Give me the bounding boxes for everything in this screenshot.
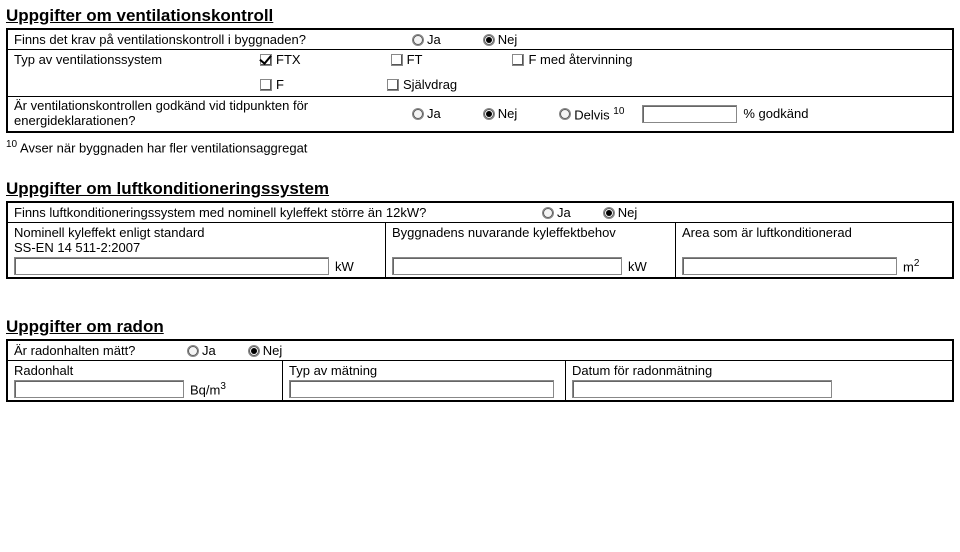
vent-q2a-label: Är ventilationskontrollen godkänd vid ti… [14, 98, 308, 113]
radon-q1-label: Är radonhalten mätt? [8, 341, 173, 360]
aircon-col2-unit: kW [628, 259, 647, 274]
aircon-q1-ja-label: Ja [557, 205, 571, 220]
vent-ftx-label: FTX [276, 52, 301, 67]
radon-col2-label: Typ av mätning [289, 363, 559, 378]
radon-col1-unit: Bq/m3 [190, 381, 226, 397]
radon-q1-ja-radio[interactable] [187, 345, 199, 357]
aircon-col1a-label: Nominell kyleffekt enligt standard [14, 225, 379, 240]
radon-col1-label: Radonhalt [14, 363, 276, 378]
vent-q2b-label: energideklarationen? [14, 113, 135, 128]
aircon-col2-input[interactable] [392, 257, 622, 275]
radon-col3-input[interactable] [572, 380, 832, 398]
aircon-col1b-label: SS-EN 14 511-2:2007 [14, 240, 379, 255]
aircon-col3-unit: m2 [903, 258, 919, 274]
radon-col2-input[interactable] [289, 380, 554, 398]
vent-q1-ja-label: Ja [427, 32, 441, 47]
radon-box: Är radonhalten mätt? Ja Nej Radonhalt Bq… [6, 339, 954, 402]
aircon-col1-input[interactable] [14, 257, 329, 275]
aircon-box: Finns luftkonditioneringssystem med nomi… [6, 201, 954, 279]
aircon-col3-label: Area som är luftkonditionerad [682, 225, 946, 240]
ventilation-box: Finns det krav på ventilationskontroll i… [6, 28, 954, 133]
radon-col3-label: Datum för radonmätning [572, 363, 946, 378]
aircon-col2-label: Byggnadens nuvarande kyleffektbehov [392, 225, 669, 240]
aircon-q1-nej-label: Nej [618, 205, 638, 220]
radon-q1-nej-radio[interactable] [248, 345, 260, 357]
vent-q2-delvis-label: Delvis 10 [574, 106, 624, 122]
aircon-col3-input[interactable] [682, 257, 897, 275]
vent-q2-nej-radio[interactable] [483, 108, 495, 120]
vent-sjalvdrag-label: Självdrag [403, 77, 457, 92]
vent-q2-nej-label: Nej [498, 106, 518, 121]
vent-sjalvdrag-checkbox[interactable] [387, 79, 399, 91]
vent-f-checkbox[interactable] [260, 79, 272, 91]
vent-ft-label: FT [407, 52, 423, 67]
vent-f-label: F [276, 77, 284, 92]
vent-type-label: Typ av ventilationssystem [14, 52, 162, 67]
vent-q2-delvis-radio[interactable] [559, 108, 571, 120]
aircon-q1-nej-radio[interactable] [603, 207, 615, 219]
vent-ftx-checkbox[interactable] [260, 54, 272, 66]
vent-q1-label: Finns det krav på ventilationskontroll i… [8, 30, 398, 49]
vent-fatervinning-checkbox[interactable] [512, 54, 524, 66]
aircon-col1-unit: kW [335, 259, 354, 274]
vent-q2-ja-label: Ja [427, 106, 441, 121]
radon-q1-nej-label: Nej [263, 343, 283, 358]
radon-title: Uppgifter om radon [6, 317, 954, 337]
radon-q1-ja-label: Ja [202, 343, 216, 358]
vent-q1-nej-label: Nej [498, 32, 518, 47]
aircon-q1-label: Finns luftkonditioneringssystem med nomi… [8, 203, 528, 222]
vent-percent-label: % godkänd [743, 106, 808, 121]
ventilation-title: Uppgifter om ventilationskontroll [6, 6, 954, 26]
aircon-q1-ja-radio[interactable] [542, 207, 554, 219]
vent-fatervinning-label: F med återvinning [528, 52, 632, 67]
vent-q2-ja-radio[interactable] [412, 108, 424, 120]
vent-q1-ja-radio[interactable] [412, 34, 424, 46]
vent-q1-nej-radio[interactable] [483, 34, 495, 46]
vent-ft-checkbox[interactable] [391, 54, 403, 66]
radon-col1-input[interactable] [14, 380, 184, 398]
aircon-title: Uppgifter om luftkonditioneringssystem [6, 179, 954, 199]
vent-percent-input[interactable] [642, 105, 737, 123]
vent-footnote: 10 Avser när byggnaden har fler ventilat… [6, 139, 954, 155]
